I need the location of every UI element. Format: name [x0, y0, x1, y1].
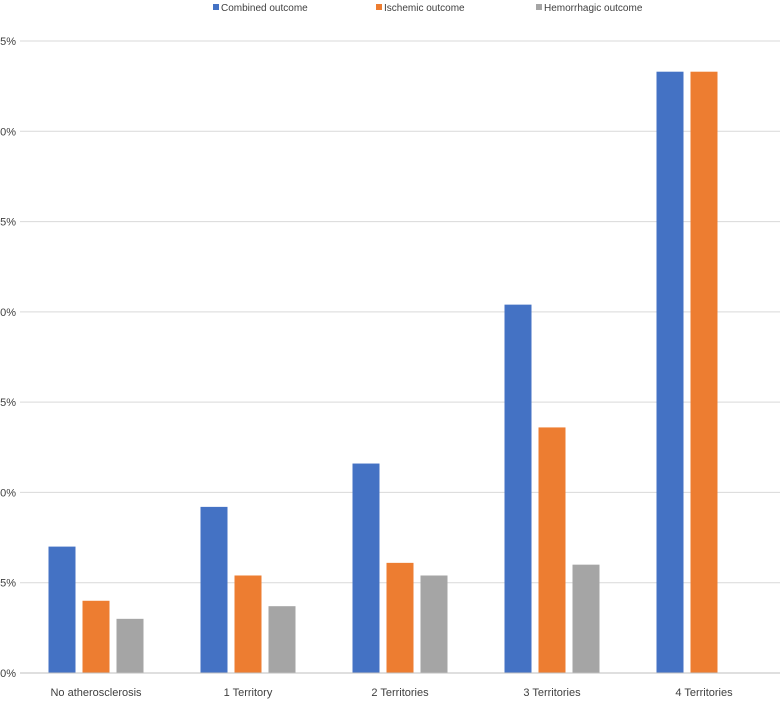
bar-ischemic-outcome: [690, 71, 718, 673]
y-tick-label: 5%: [0, 578, 16, 590]
y-tick-label: 15%: [0, 397, 16, 409]
bar-hemorrhagic-outcome: [268, 606, 296, 673]
legend-label: Combined outcome: [221, 3, 308, 14]
x-axis: No atherosclerosis 1 Territory 2 Territori…: [20, 672, 780, 699]
x-tick-label: 4 Territories: [675, 687, 733, 699]
bar-combined-outcome: [656, 71, 684, 673]
x-tick-label: 1 Territory: [224, 687, 273, 699]
legend-swatch: [376, 4, 382, 10]
x-tick-label: No atherosclerosis: [50, 687, 142, 699]
bars: [48, 71, 718, 673]
legend-swatch: [536, 4, 542, 10]
x-tick-label: 2 Territories: [371, 687, 429, 699]
legend-label: Hemorrhagic outcome: [544, 3, 643, 14]
y-tick-label: 20%: [0, 307, 16, 319]
y-axis: 0% 5% 10% 15% 20% 25% 30% 35%: [0, 36, 16, 680]
y-tick-label: 0%: [0, 668, 16, 680]
legend: Combined outcome Ischemic outcome Hemorrha…: [213, 3, 643, 14]
bar-combined-outcome: [200, 506, 228, 673]
bar-ischemic-outcome: [538, 427, 566, 673]
bar-hemorrhagic-outcome: [116, 618, 144, 673]
bar-ischemic-outcome: [82, 600, 110, 673]
y-tick-label: 30%: [0, 126, 16, 138]
y-tick-label: 10%: [0, 487, 16, 499]
y-tick-label: 35%: [0, 36, 16, 48]
gridlines: [20, 40, 780, 584]
bar-ischemic-outcome: [386, 562, 414, 673]
legend-swatch: [213, 4, 219, 10]
bar-combined-outcome: [504, 304, 532, 673]
bar-combined-outcome: [352, 463, 380, 673]
legend-label: Ischemic outcome: [384, 3, 465, 14]
bar-hemorrhagic-outcome: [572, 564, 600, 673]
bar-combined-outcome: [48, 546, 76, 673]
x-tick-label: 3 Territories: [523, 687, 581, 699]
y-tick-label: 25%: [0, 217, 16, 229]
bar-ischemic-outcome: [234, 575, 262, 673]
bar-hemorrhagic-outcome: [420, 575, 448, 673]
